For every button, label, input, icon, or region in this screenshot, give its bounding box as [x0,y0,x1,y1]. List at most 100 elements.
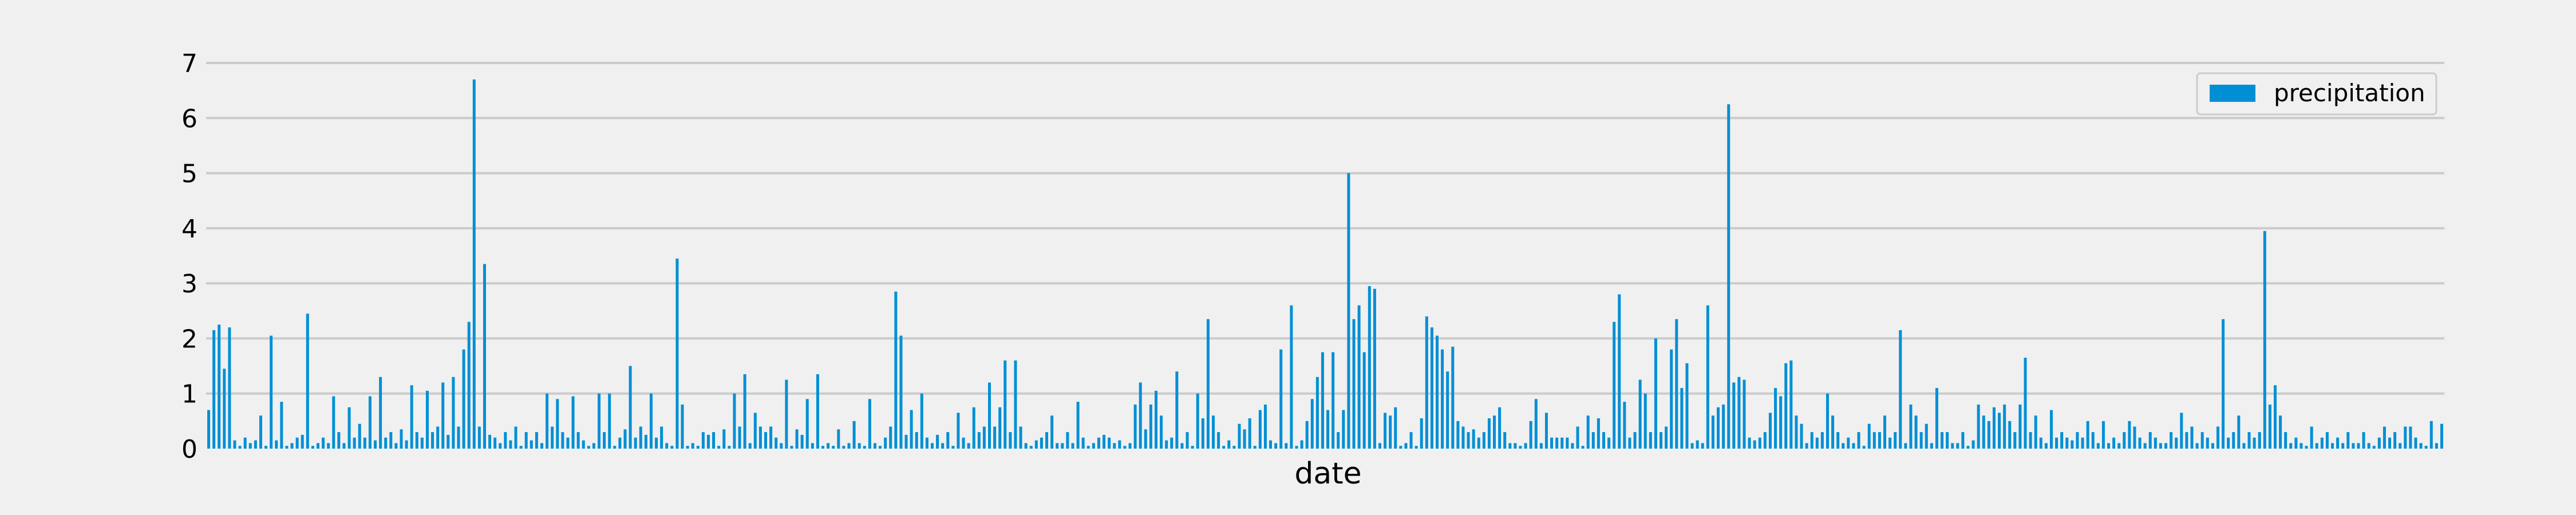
y-tick-label: 2 [181,324,197,354]
precipitation-bar [665,443,669,449]
precipitation-bar [868,399,871,449]
precipitation-bar [1014,360,1017,449]
precipitation-bar [1436,335,1439,449]
precipitation-bar [1591,432,1595,449]
precipitation-bar [1290,305,1293,449]
precipitation-bar [1888,437,1892,449]
precipitation-bar [993,426,997,449]
precipitation-bar [623,429,627,449]
precipitation-bar [2091,432,2095,449]
precipitation-bar [1831,415,1835,449]
precipitation-bar [1909,404,1913,449]
precipitation-bar [1982,415,1985,449]
precipitation-bar [780,443,783,449]
precipitation-bar [962,437,965,449]
precipitation-bar [1701,443,1704,449]
precipitation-bar [1706,305,1709,449]
precipitation-bar [1310,399,1314,449]
precipitation-bar [1550,437,1554,449]
precipitation-bar [2284,432,2287,449]
precipitation-bar [827,443,830,449]
precipitation-bars [207,79,2443,449]
precipitation-bar [2362,432,2365,449]
precipitation-bar [2377,437,2381,449]
precipitation-bar [228,327,231,449]
precipitation-bar [566,437,570,449]
precipitation-bar [1482,432,1485,449]
precipitation-bar [660,426,663,449]
precipitation-bar [1337,432,1340,449]
precipitation-bar [2242,443,2246,449]
precipitation-bar [2195,443,2199,449]
precipitation-bar [936,434,939,449]
precipitation-bar [2352,443,2355,449]
precipitation-bar [1581,446,1585,449]
precipitation-bar [254,440,257,449]
precipitation-bar [592,443,595,449]
precipitation-bar [1800,423,1803,449]
precipitation-bar [1789,360,1793,449]
precipitation-bar [384,437,388,449]
precipitation-bar [1045,432,1049,449]
precipitation-bar [1103,434,1106,449]
precipitation-bar [1711,415,1714,449]
precipitation-bar [1539,443,1543,449]
precipitation-bar [2237,415,2241,449]
precipitation-bar [1206,319,1210,449]
precipitation-bar [2185,432,2188,449]
precipitation-bar [1056,443,1059,449]
precipitation-bar [1795,415,1798,449]
precipitation-bar [1222,446,1226,449]
precipitation-bar [1425,316,1428,449]
y-tick-labels: 0 1 2 3 4 5 6 7 [181,49,197,464]
precipitation-bar [598,393,601,449]
precipitation-bar [1987,421,1990,449]
precipitation-bar [1878,432,1881,449]
precipitation-bar [2253,437,2256,449]
precipitation-bar [2003,404,2006,449]
precipitation-bar [301,434,304,449]
precipitation-bar [2055,437,2059,449]
precipitation-bar [649,393,653,449]
precipitation-bar [1326,410,1330,449]
precipitation-bar [712,432,716,449]
precipitation-bar [1389,415,1392,449]
precipitation-bar [988,382,991,449]
precipitation-bar [1357,305,1361,449]
precipitation-bar [1076,402,1080,449]
precipitation-bar [1086,446,1090,449]
precipitation-bar [1842,443,1845,449]
precipitation-bar [519,446,523,449]
precipitation-bar [1508,443,1512,449]
precipitation-bar [1951,443,1954,449]
precipitation-bar [1373,288,1376,449]
precipitation-bar [488,434,492,449]
precipitation-bar [847,443,851,449]
precipitation-bar [1477,437,1480,449]
precipitation-bar [540,443,543,449]
precipitation-bar [1071,443,1074,449]
precipitation-bar [1061,443,1064,449]
precipitation-bar [317,443,319,449]
precipitation-bar [238,446,242,449]
precipitation-bar [270,335,273,449]
precipitation-bar [420,437,424,449]
precipitation-bar [1930,443,1933,449]
precipitation-bar [2409,426,2412,449]
precipitation-bar [1623,402,1626,449]
precipitation-bar [1815,437,1819,449]
precipitation-bar [410,385,413,449]
precipitation-bar [2101,421,2105,449]
precipitation-bar [1269,440,1273,449]
precipitation-bar [1050,415,1054,449]
precipitation-bar [280,402,283,449]
gridlines [206,62,2444,395]
precipitation-bar [2018,404,2022,449]
precipitation-bar [2372,446,2376,449]
precipitation-bar [1201,418,1204,449]
precipitation-bar [452,377,455,449]
precipitation-bar [1175,371,1179,449]
precipitation-bar [1774,388,1777,449]
precipitation-bar [1066,432,1069,449]
